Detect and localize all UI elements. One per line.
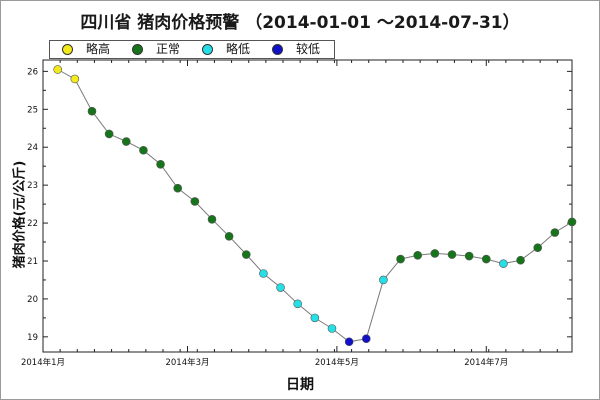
data-point bbox=[276, 283, 285, 292]
data-point bbox=[293, 299, 303, 309]
legend-marker-normal bbox=[132, 44, 143, 55]
data-point bbox=[516, 255, 525, 265]
data-point bbox=[259, 269, 268, 278]
data-point bbox=[361, 334, 371, 344]
y-tick-label: 25 bbox=[27, 105, 38, 115]
legend: 略高 正常 略低 较低 bbox=[49, 40, 335, 59]
data-point bbox=[70, 74, 80, 84]
data-point bbox=[567, 217, 577, 227]
y-tick-label: 22 bbox=[27, 219, 38, 229]
data-point bbox=[224, 232, 234, 241]
data-point bbox=[499, 259, 508, 268]
data-point bbox=[241, 250, 251, 259]
y-tick-label: 26 bbox=[27, 67, 38, 77]
x-tick-label: 2014年5月 bbox=[315, 357, 359, 368]
price-line bbox=[57, 69, 573, 343]
data-point bbox=[87, 106, 97, 116]
legend-label-low: 较低 bbox=[296, 42, 321, 56]
x-tick-label: 2014年7月 bbox=[464, 357, 508, 368]
data-point bbox=[207, 214, 217, 224]
data-point bbox=[430, 249, 440, 258]
y-tick-label: 20 bbox=[27, 295, 38, 305]
legend-label-slightly-low: 略低 bbox=[226, 42, 251, 56]
x-tick-label: 2014年1月 bbox=[21, 357, 65, 368]
data-point bbox=[104, 129, 114, 139]
legend-label-normal: 正常 bbox=[156, 42, 181, 56]
data-point bbox=[310, 313, 320, 323]
data-point bbox=[396, 254, 405, 264]
legend-marker-high bbox=[62, 44, 73, 55]
data-point bbox=[481, 254, 491, 264]
data-point bbox=[156, 159, 165, 169]
y-tick-label: 19 bbox=[27, 333, 38, 343]
chart-title: 四川省 猪肉价格预警 （2014-01-01 ～2014-07-31） bbox=[80, 13, 520, 33]
legend-label-high: 略高 bbox=[86, 42, 111, 56]
data-point bbox=[447, 250, 457, 259]
data-point bbox=[379, 275, 388, 285]
plot-border bbox=[42, 59, 573, 353]
x-axis-label: 日期 bbox=[286, 377, 314, 393]
data-point bbox=[53, 65, 62, 74]
legend-marker-slightly-low bbox=[202, 44, 213, 55]
data-point bbox=[190, 197, 200, 206]
data-point bbox=[413, 250, 423, 260]
data-point bbox=[139, 145, 148, 155]
data-point bbox=[121, 137, 131, 146]
x-tick-label: 2014年3月 bbox=[165, 357, 209, 368]
y-tick-label: 24 bbox=[27, 143, 38, 153]
y-tick-label: 21 bbox=[27, 257, 38, 267]
data-point bbox=[464, 251, 474, 261]
data-point bbox=[550, 228, 560, 237]
data-point bbox=[173, 183, 182, 193]
data-point bbox=[533, 243, 543, 253]
data-point bbox=[327, 324, 337, 333]
data-point bbox=[344, 337, 354, 347]
legend-marker-low bbox=[272, 44, 283, 55]
y-tick-label: 23 bbox=[27, 181, 38, 191]
